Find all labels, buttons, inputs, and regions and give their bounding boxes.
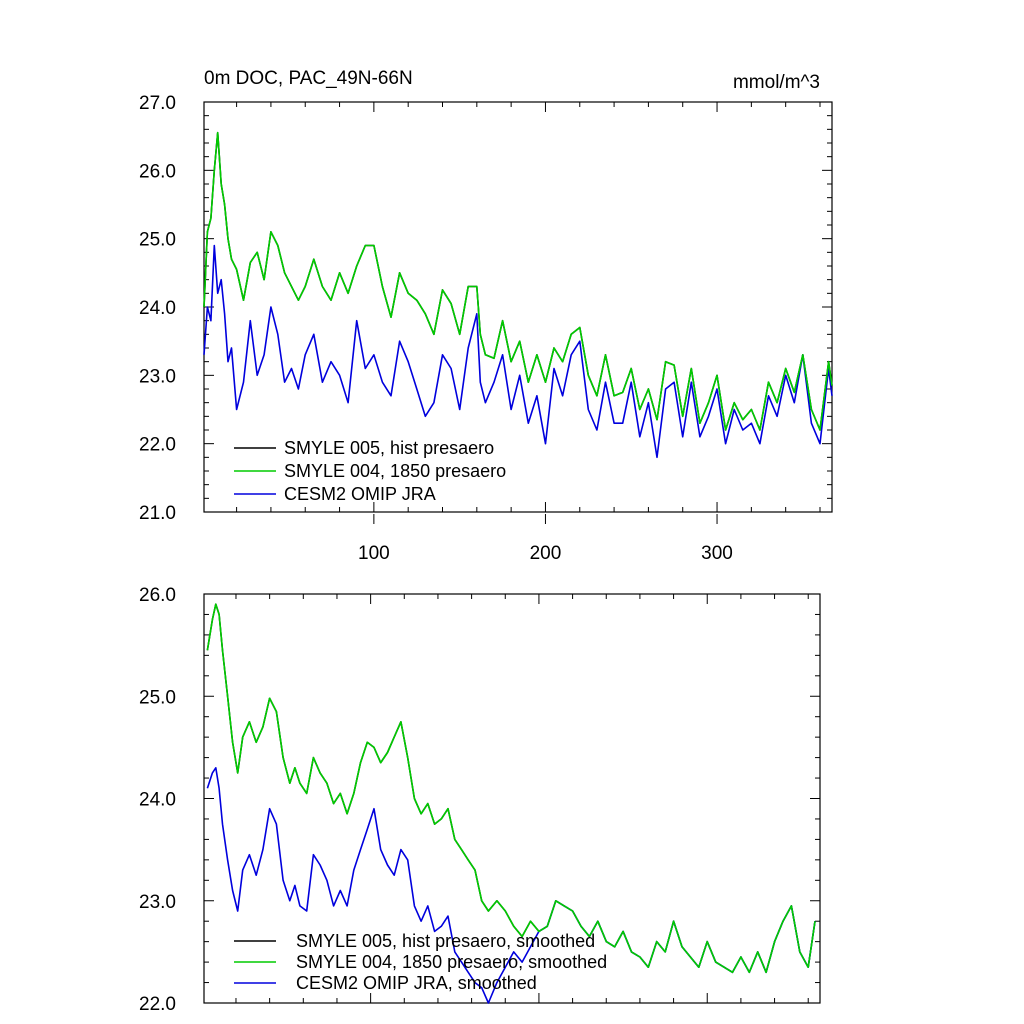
y-tick-label: 27.0: [139, 93, 176, 114]
legend-label: SMYLE 004, 1850 presaero, smoothed: [296, 952, 607, 972]
y-tick-label: 26.0: [139, 161, 176, 182]
series-line-2: [203, 244, 833, 459]
y-tick-label: 23.0: [139, 892, 176, 913]
top-chart-panel: 21.0 22.0 23.0 24.0 25.0 26.0 27.0 100 200 300 SMY…: [139, 93, 833, 564]
top-chart-title: 0m DOC, PAC_49N-66N: [204, 68, 413, 89]
y-tick-label: 26.0: [139, 585, 176, 606]
top-chart-units: mmol/m^3: [733, 72, 820, 93]
y-tick-label: 24.0: [139, 790, 176, 811]
x-tick-label: 200: [530, 543, 562, 564]
y-tick-label: 25.0: [139, 230, 176, 251]
x-tick-label: 300: [701, 543, 733, 564]
y-tick-label: 21.0: [139, 503, 176, 524]
x-tick-label: 100: [358, 543, 390, 564]
y-tick-label: 24.0: [139, 298, 176, 319]
bottom-chart-panel: 22.0 23.0 24.0 25.0 26.0 SMYLE 005, hist pres…: [139, 585, 821, 1015]
y-tick-label: 22.0: [139, 435, 176, 456]
legend-label: CESM2 OMIP JRA, smoothed: [296, 973, 537, 993]
y-tick-label: 22.0: [139, 994, 176, 1015]
legend-label: SMYLE 005, hist presaero, smoothed: [296, 931, 595, 951]
y-tick-label: 25.0: [139, 687, 176, 708]
y-tick-label: 23.0: [139, 366, 176, 387]
legend-label: SMYLE 004, 1850 presaero: [284, 461, 506, 481]
series-line-1: [206, 603, 816, 974]
legend-label: SMYLE 005, hist presaero: [284, 438, 494, 458]
legend-label: CESM2 OMIP JRA: [284, 484, 436, 504]
series-line-1: [203, 131, 833, 431]
